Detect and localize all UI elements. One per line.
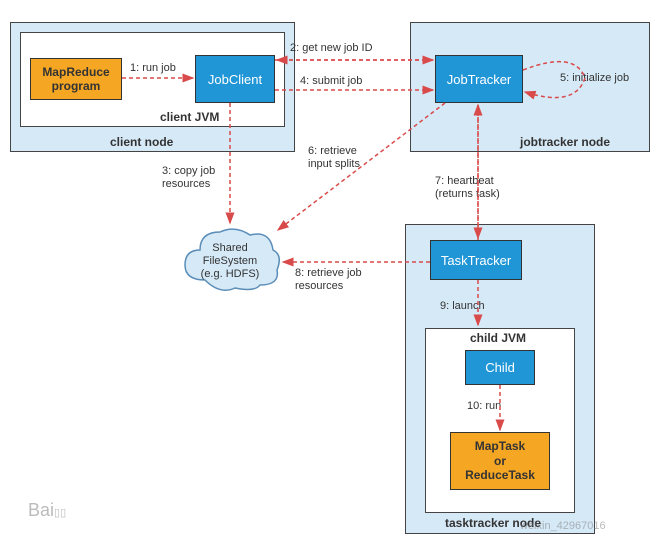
edge-3-label: 3: copy job resources	[162, 165, 215, 191]
edge-6-label: 6: retrieve input splits	[308, 145, 360, 171]
child-box: Child	[465, 350, 535, 385]
child-jvm-label: child JVM	[470, 331, 526, 345]
watermark-left: Bai▯▯	[28, 500, 66, 521]
tasktracker-box: TaskTracker	[430, 240, 522, 280]
jobtracker-node-label: jobtracker node	[520, 135, 610, 149]
mapreduce-program-box: MapReduce program	[30, 58, 122, 100]
maptask-box: MapTask or ReduceTask	[450, 432, 550, 490]
edge-7-label: 7: heartbeat (returns task)	[435, 175, 500, 201]
edge-9-label: 9: launch	[440, 300, 485, 313]
hdfs-cloud: Shared FileSystem (e.g. HDFS)	[175, 220, 285, 300]
edge-5-label: 5: initialize job	[560, 72, 629, 85]
cloud-line2: FileSystem	[203, 255, 257, 267]
edge-2-label: 2: get new job ID	[290, 42, 373, 55]
edge-1-label: 1: run job	[130, 62, 176, 75]
client-jvm-label: client JVM	[160, 110, 219, 124]
edge-4-label: 4: submit job	[300, 75, 362, 88]
jobtracker-box: JobTracker	[435, 55, 523, 103]
jobclient-box: JobClient	[195, 55, 275, 103]
cloud-line3: (e.g. HDFS)	[201, 268, 260, 280]
edge-8-label: 8: retrieve job resources	[295, 267, 362, 293]
watermark-right: weixin_42967016	[520, 520, 606, 532]
cloud-line1: Shared	[212, 242, 247, 254]
client-node-label: client node	[110, 135, 173, 149]
edge-10-label: 10: run	[467, 400, 501, 413]
